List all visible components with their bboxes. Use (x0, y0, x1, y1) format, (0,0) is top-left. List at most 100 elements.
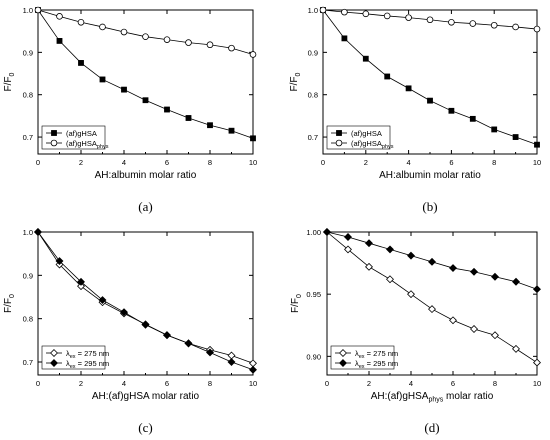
data-point (428, 257, 436, 266)
data-point (163, 36, 171, 43)
y-tick-label: 1.0 (308, 6, 318, 15)
data-point (142, 97, 149, 104)
legend-label-text: (af)gHSA (351, 139, 382, 148)
data-point (512, 344, 520, 353)
x-tick-label: 8 (493, 379, 497, 388)
y-axis-label-subscript: 0 (9, 294, 16, 298)
x-axis-label: AH:(af)gHSA molar ratio (92, 391, 200, 402)
y-axis-label-subscript: 0 (9, 72, 16, 76)
series-line (37, 9, 254, 139)
data-point (490, 21, 498, 29)
data-point (344, 245, 352, 254)
y-axis-label-text: F/F (3, 76, 14, 91)
y-tick-label: 0.9 (308, 48, 318, 57)
data-point (470, 267, 478, 276)
panel-label: (b) (422, 199, 437, 214)
x-tick-label: 10 (533, 379, 541, 388)
y-tick-label: 1.0 (23, 228, 33, 237)
legend-label-subscript: ex (70, 354, 76, 360)
legend-label-subscript: phys (382, 144, 394, 150)
data-point (164, 106, 170, 113)
data-point (185, 115, 192, 121)
legend-label-subscript: ex (70, 364, 76, 370)
y-axis-label-text: F/F (289, 76, 300, 91)
y-tick-label: 0.9 (23, 271, 33, 280)
data-point (228, 127, 235, 134)
legend-label: λex = 275 nm (355, 349, 398, 360)
data-point (448, 107, 455, 114)
legend-label: λex = 295 nm (355, 359, 398, 370)
data-point (319, 6, 327, 14)
legend-label-text: (af)gHSA (66, 129, 97, 138)
legend-label-text: λ (355, 349, 359, 358)
legend-label-subscript: phys (97, 144, 109, 150)
legend-label: (af)gHSA (351, 129, 382, 138)
data-point (163, 331, 171, 340)
data-point (386, 245, 394, 254)
y-axis-label: F/F0 (290, 294, 303, 313)
y-axis-label-text: F/F (3, 298, 14, 313)
x-tick-label: 6 (449, 158, 453, 167)
x-tick-label: 0 (36, 379, 40, 388)
panel-label: (a) (138, 199, 152, 214)
series-line (37, 231, 254, 364)
legend-label-text: λ (66, 349, 70, 358)
legend-label: (af)gHSAphys (66, 139, 109, 150)
data-point (491, 331, 499, 340)
x-axis-label-text: AH:albumin molar ratio (95, 170, 197, 181)
y-tick-label: 0.7 (23, 133, 33, 142)
y-tick-label: 1.0 (23, 6, 33, 15)
y-tick-label: 0.8 (23, 315, 33, 324)
x-tick-label: 0 (325, 379, 329, 388)
data-point (512, 134, 519, 140)
data-point (469, 115, 476, 122)
x-tick-label: 10 (533, 158, 541, 167)
x-tick-label: 0 (36, 158, 40, 167)
series-2 (323, 228, 541, 294)
x-tick-label: 8 (492, 158, 496, 167)
y-axis-label: F/F0 (3, 294, 16, 313)
y-axis-label: F/F0 (3, 72, 16, 91)
series-1 (35, 7, 256, 142)
data-point (427, 97, 433, 104)
data-point (206, 41, 214, 49)
legend-label-suffix: = 275 nm (365, 349, 399, 358)
legend-label-subscript: ex (359, 364, 365, 370)
series-2 (34, 6, 257, 58)
legend-marker (50, 349, 58, 357)
data-point (448, 18, 455, 26)
data-point (469, 20, 477, 27)
x-axis-label-suffix: molar ratio (443, 391, 493, 402)
x-axis-label-subscript: phys (428, 397, 443, 404)
x-axis-label: AH:(af)gHSAphys molar ratio (371, 391, 494, 404)
series-line (322, 9, 538, 146)
legend-marker (335, 139, 343, 147)
x-tick-label: 2 (364, 158, 368, 167)
series-2 (319, 6, 541, 33)
data-point (512, 277, 520, 286)
data-point (227, 351, 236, 360)
legend-label-text: λ (355, 359, 359, 368)
data-point (98, 296, 107, 304)
data-point (365, 262, 373, 271)
data-point (534, 141, 540, 148)
legend-label-suffix: = 295 nm (365, 359, 399, 368)
legend: (af)gHSA(af)gHSAphys (326, 125, 394, 150)
data-point (141, 320, 150, 329)
panel-label: (d) (424, 420, 439, 435)
y-axis-label-subscript: 0 (296, 294, 303, 298)
legend-label-subscript: ex (359, 354, 365, 360)
x-axis-label-text: AH:albumin molar ratio (379, 170, 481, 181)
data-point (323, 228, 331, 236)
y-tick-label: 0.7 (23, 358, 33, 367)
legend-label-suffix: = 295 nm (76, 359, 110, 368)
y-tick-label: 0.8 (308, 91, 318, 100)
data-point (142, 33, 149, 40)
legend-marker (339, 349, 347, 357)
data-point (56, 13, 63, 20)
